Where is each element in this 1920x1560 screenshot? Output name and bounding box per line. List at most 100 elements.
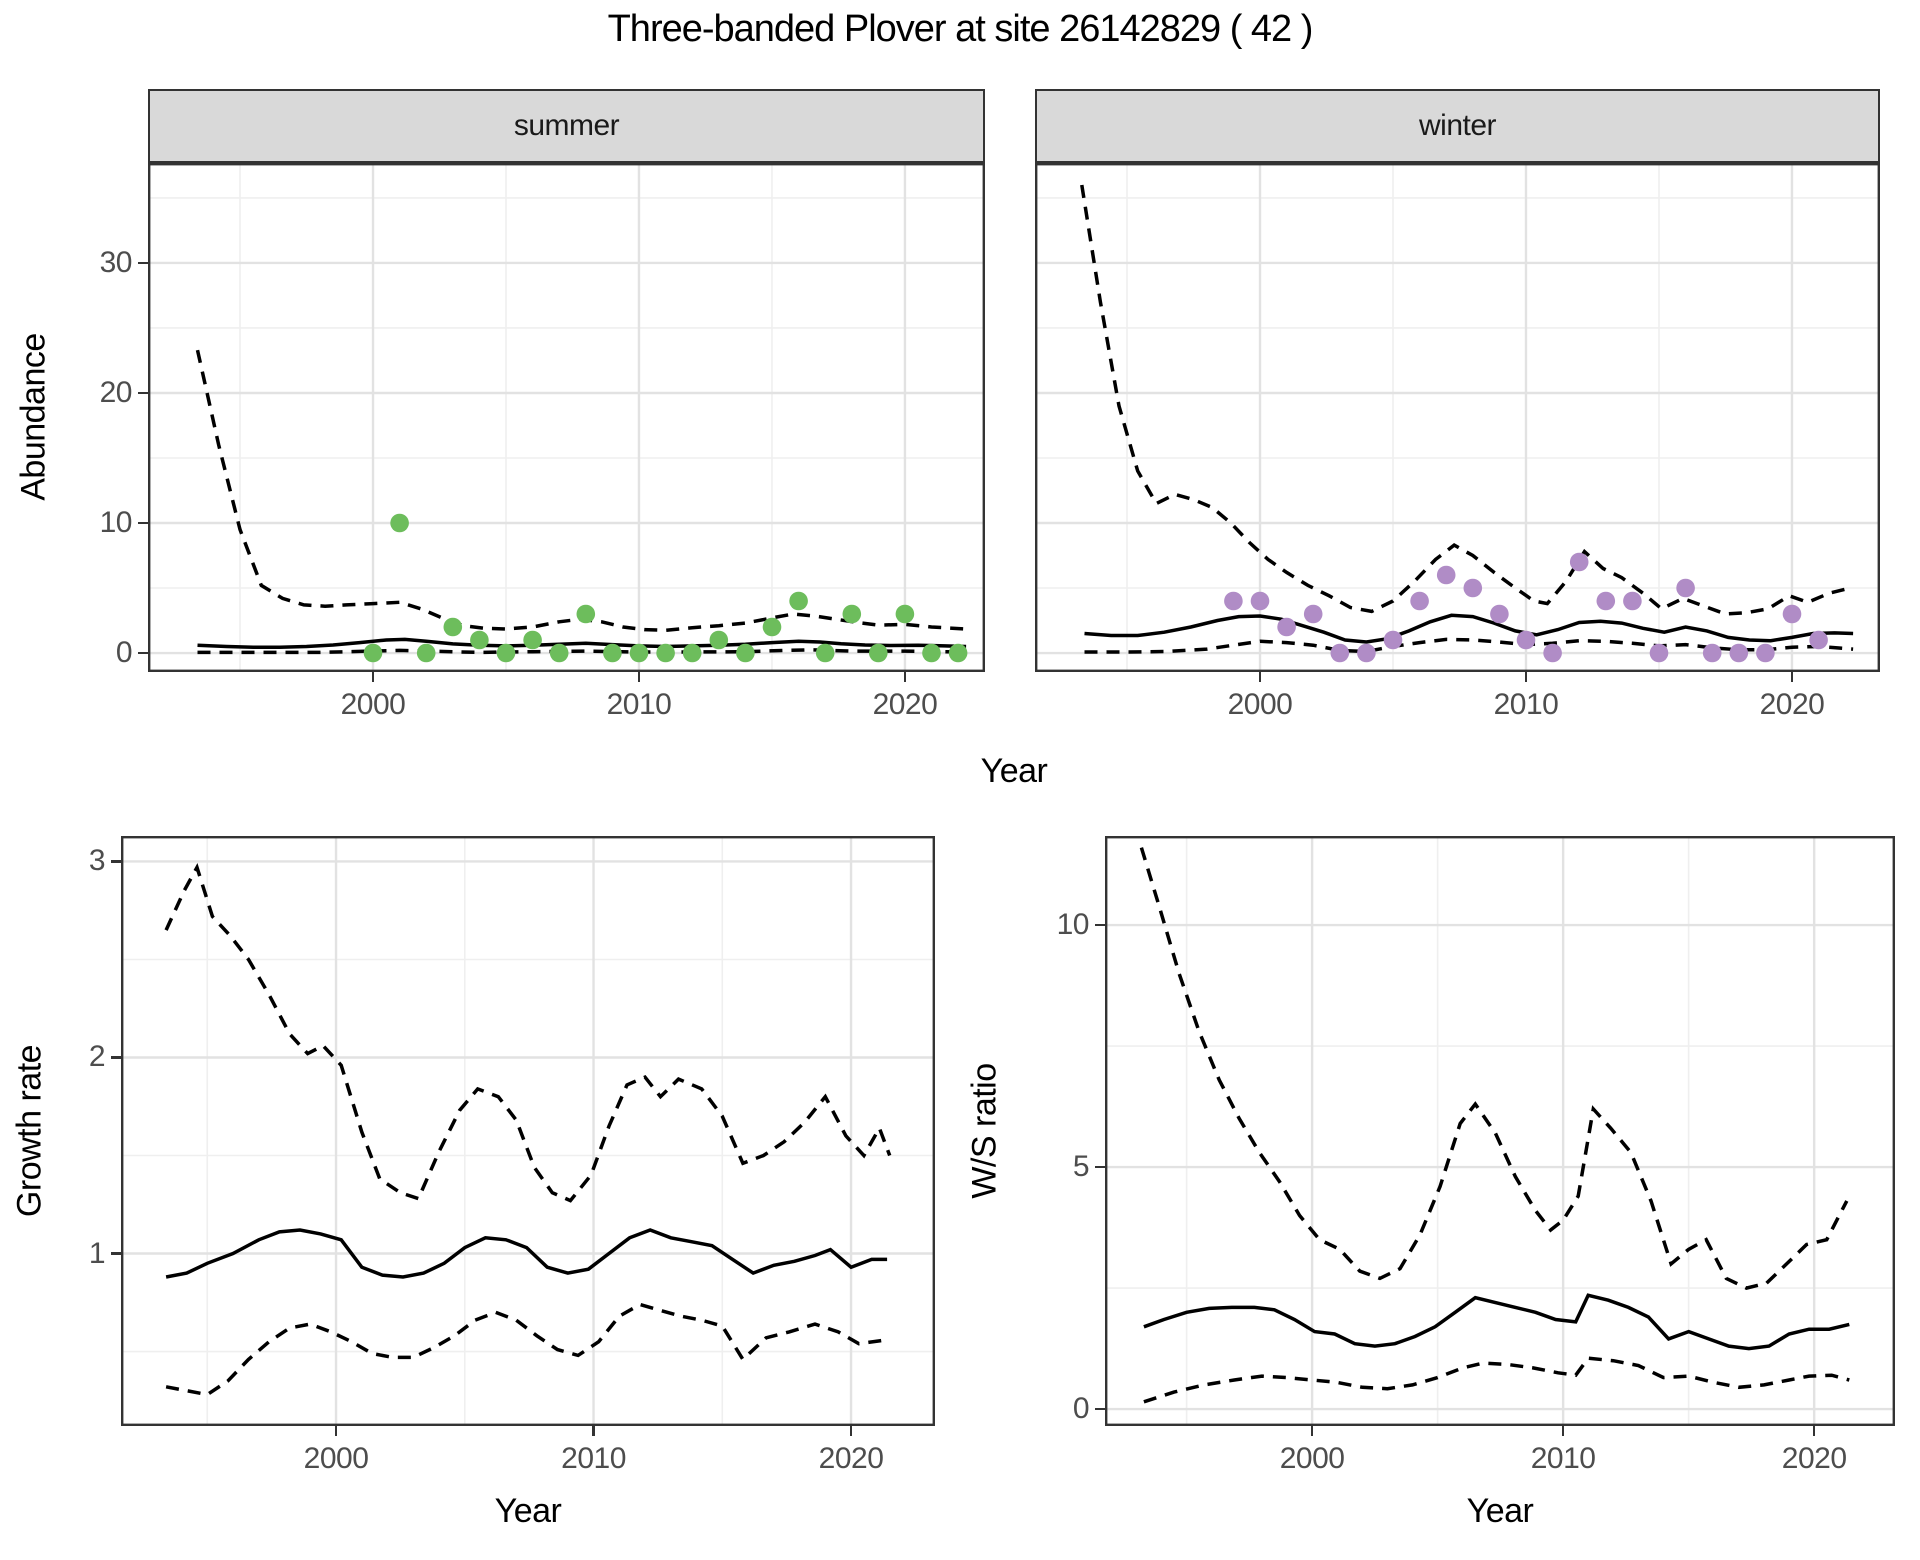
y-axis-tick-mark	[111, 860, 121, 863]
ci-lower-line	[165, 1302, 888, 1397]
observed-count-point	[470, 630, 489, 650]
y-axis-tick-mark	[111, 1252, 121, 1255]
observed-count-point	[682, 643, 702, 663]
observed-count-point	[629, 643, 649, 663]
observed-count-point	[895, 604, 915, 624]
growth-rate-panel	[121, 836, 935, 1426]
y-axis-tick-label: 10	[1056, 908, 1090, 942]
observed-count-point	[1463, 578, 1483, 598]
y-axis-tick-label: 3	[88, 844, 106, 878]
observed-count-point	[1702, 643, 1722, 663]
observed-count-point	[842, 604, 862, 624]
mean-line	[1143, 1293, 1850, 1351]
observed-count-point	[1623, 591, 1642, 611]
x-axis-tick-label: 2010	[561, 1442, 626, 1475]
observed-count-point	[1543, 643, 1562, 663]
observed-count-point	[523, 630, 542, 650]
mean-line	[165, 1228, 888, 1279]
observed-count-point	[1330, 643, 1350, 663]
observed-count-point	[576, 604, 596, 624]
observed-count-point	[1782, 604, 1802, 624]
y-axis-tick-label: 1	[88, 1236, 106, 1270]
x-axis-tick-label: 2020	[1781, 1442, 1847, 1475]
observed-count-point	[443, 617, 463, 637]
year-axis-title-ws: Year	[1466, 1492, 1534, 1530]
observed-count-point	[1676, 578, 1695, 598]
x-axis-tick-mark	[1790, 672, 1794, 682]
x-axis-tick-mark	[637, 672, 641, 682]
observed-count-point	[762, 617, 782, 637]
ci-upper-line	[1139, 847, 1849, 1290]
x-axis-tick-label: 2000	[1279, 1442, 1345, 1475]
observed-count-point	[1516, 630, 1536, 650]
observed-count-point	[1569, 552, 1589, 572]
winter-abundance-panel	[1035, 163, 1880, 672]
x-axis-tick-label: 2000	[1227, 688, 1293, 721]
observed-count-point	[1436, 565, 1456, 585]
x-axis-tick-mark	[903, 672, 907, 682]
facet-strip-winter: winter	[1035, 89, 1880, 163]
y-axis-tick-mark	[1095, 923, 1105, 927]
observed-count-point	[815, 643, 835, 663]
x-axis-tick-mark	[1812, 1426, 1816, 1436]
y-axis-tick-label: 0	[1072, 1392, 1090, 1426]
ws-ratio-panel	[1105, 836, 1895, 1426]
ci-upper-line	[1080, 184, 1851, 616]
observed-count-point	[1357, 643, 1376, 663]
observed-count-point	[1649, 643, 1669, 663]
observed-count-point	[1303, 604, 1323, 624]
observed-count-point	[603, 643, 622, 663]
observed-count-point	[922, 643, 941, 663]
x-axis-tick-label: 2010	[1493, 688, 1559, 721]
observed-count-point	[1224, 591, 1243, 611]
x-axis-tick-mark	[1258, 672, 1262, 682]
y-axis-tick-label: 30	[99, 245, 133, 279]
observed-count-point	[1250, 591, 1270, 611]
observed-count-point	[1756, 643, 1775, 663]
x-axis-tick-mark	[371, 672, 375, 682]
x-axis-tick-label: 2020	[818, 1442, 884, 1475]
summer-abundance-panel	[148, 163, 985, 672]
x-axis-tick-label: 2020	[1759, 688, 1825, 721]
x-axis-tick-label: 2000	[303, 1442, 369, 1475]
x-axis-tick-mark	[592, 1426, 595, 1436]
x-axis-tick-mark	[849, 1426, 853, 1436]
y-axis-tick-mark	[1095, 1407, 1105, 1411]
x-axis-tick-label: 2020	[872, 688, 938, 721]
observed-count-point	[1383, 630, 1403, 650]
observed-count-point	[496, 643, 516, 663]
y-axis-tick-mark	[138, 391, 148, 395]
observed-count-point	[789, 591, 808, 611]
observed-count-point	[656, 643, 675, 663]
observed-count-point	[416, 643, 436, 663]
facet-strip-winter-label: winter	[1418, 109, 1497, 142]
y-axis-tick-mark	[111, 1056, 121, 1059]
ci-lower-line	[1143, 1356, 1850, 1404]
mean-line	[197, 637, 967, 649]
observed-count-point	[709, 630, 729, 650]
x-axis-tick-label: 2010	[606, 688, 672, 721]
y-axis-tick-label: 2	[88, 1040, 106, 1074]
abundance-axis-title: Abundance	[14, 333, 53, 501]
plot-title: Three-banded Plover at site 26142829 ( 4…	[607, 8, 1314, 50]
observed-count-point	[549, 643, 569, 663]
ci-lower-line	[1084, 637, 1854, 654]
y-axis-tick-mark	[138, 261, 148, 265]
y-axis-tick-label: 0	[115, 636, 133, 670]
facet-strip-summer-label: summer	[513, 109, 620, 142]
mean-line	[1084, 613, 1854, 644]
y-axis-tick-label: 5	[1072, 1150, 1090, 1184]
observed-count-point	[1596, 591, 1616, 611]
year-axis-title-top: Year	[980, 752, 1048, 790]
x-axis-tick-label: 2010	[1530, 1442, 1596, 1475]
observed-count-point	[1490, 604, 1509, 624]
ci-upper-line	[164, 862, 892, 1203]
ci-lower-line	[197, 648, 967, 655]
y-axis-tick-mark	[138, 651, 148, 655]
observed-count-point	[736, 643, 755, 663]
year-axis-title-growth: Year	[494, 1492, 562, 1530]
ci-upper-line	[195, 349, 967, 633]
x-axis-tick-mark	[334, 1426, 338, 1436]
observed-count-point	[948, 643, 968, 663]
